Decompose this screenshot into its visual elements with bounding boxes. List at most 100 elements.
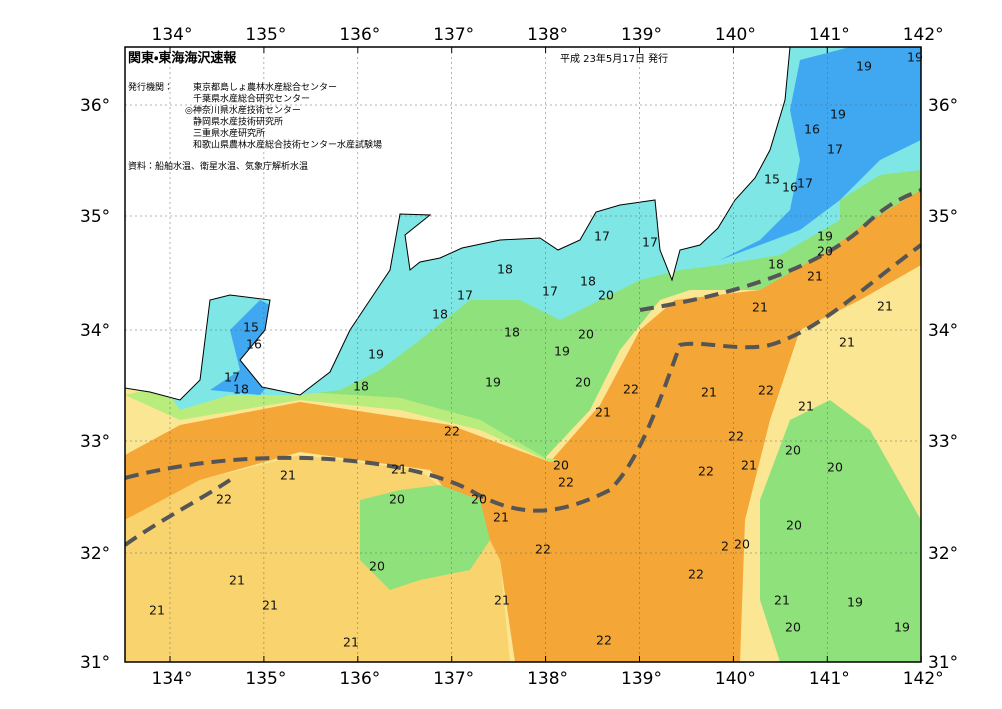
agency: 千葉県水産総合研究センター	[193, 93, 310, 105]
lon-label-top: 136°	[339, 25, 380, 45]
lon-label-top: 142°	[903, 25, 944, 45]
contour-label: 21	[752, 300, 768, 315]
contour-label: 22	[596, 633, 612, 648]
contour-label: 20	[553, 458, 569, 473]
data-sources: 資料：船舶水温、衛星水温、気象庁解析水温	[128, 160, 308, 172]
lon-label-top: 140°	[715, 25, 756, 45]
contour-label: 21	[343, 635, 359, 650]
contour-label: 21	[229, 573, 245, 588]
contour-label: 21	[701, 385, 717, 400]
lon-label-bottom: 134°	[152, 669, 193, 689]
lon-label-top: 138°	[527, 25, 568, 45]
lon-label-top: 139°	[621, 25, 662, 45]
agency: 三重県水産研究所	[193, 127, 265, 139]
contour-label: 20	[578, 327, 594, 342]
contour-label: 17	[542, 284, 558, 299]
contour-label: 21	[262, 598, 278, 613]
contour-label: 19	[368, 347, 384, 362]
contour-label: 21	[149, 603, 165, 618]
contour-label: 22	[535, 542, 551, 557]
zone-20b	[840, 170, 921, 235]
contour-label: 22	[444, 424, 460, 439]
contour-label: 21	[877, 299, 893, 314]
contour-label: 19	[554, 344, 570, 359]
land	[125, 47, 791, 401]
lat-label-left: 33°	[80, 432, 110, 452]
lat-label-right: 33°	[928, 432, 958, 452]
lat-label-right: 35°	[928, 207, 958, 227]
lon-label-bottom: 140°	[715, 669, 756, 689]
contour-label: 21	[807, 269, 823, 284]
lat-label-right: 32°	[928, 544, 958, 564]
contour-label: 17	[594, 229, 610, 244]
contour-label: 21	[839, 335, 855, 350]
agency: 和歌山県農林水産総合技術センター水産試験場	[193, 139, 382, 151]
agency: 東京都島しょ農林水産総合センター	[193, 81, 337, 93]
zone-20d	[360, 485, 490, 590]
contour-label: 21	[280, 468, 296, 483]
contour-label: 21	[494, 593, 510, 608]
contour-label: 20	[734, 537, 750, 552]
lon-label-bottom: 137°	[433, 669, 474, 689]
contour-label: 22	[623, 382, 639, 397]
contour-label: 20	[471, 492, 487, 507]
contour-label: 22	[698, 464, 714, 479]
contour-label: 22	[688, 567, 704, 582]
contour-label: 17	[797, 176, 813, 191]
lat-label-left: 32°	[80, 544, 110, 564]
contour-label: 20	[786, 518, 802, 533]
contour-label: 18	[353, 379, 369, 394]
agencies: 東京都島しょ農林水産総合センター千葉県水産総合研究センター◎神奈川県水産技術セン…	[185, 81, 382, 151]
contour-label: 19	[817, 229, 833, 244]
contour-label: 18	[233, 382, 249, 397]
contour-label: 2	[721, 539, 729, 554]
lon-label-top: 134°	[152, 25, 193, 45]
contour-label: 20	[785, 443, 801, 458]
agencies-label: 発行機関：	[128, 81, 173, 93]
contour-label: 19	[847, 595, 863, 610]
lat-label-left: 31°	[80, 653, 110, 673]
lon-label-top: 135°	[245, 25, 286, 45]
contour-label: 17	[827, 142, 843, 157]
contour-label: 17	[457, 288, 473, 303]
contour-label: 19	[830, 107, 846, 122]
contour-label: 21	[595, 405, 611, 420]
contour-label: 15	[243, 320, 259, 335]
lat-label-left: 35°	[80, 207, 110, 227]
kuroshio-axis-west	[125, 478, 232, 547]
zone-20c	[760, 400, 921, 662]
issue-date: 平成 23年5月17日 発行	[560, 52, 668, 65]
kuroshio-axis-north	[639, 188, 921, 312]
contour-label: 20	[389, 492, 405, 507]
sea-zones	[125, 47, 921, 662]
contour-label: 15	[764, 172, 780, 187]
contour-label: 20	[598, 288, 614, 303]
lon-label-top: 141°	[809, 25, 850, 45]
contour-label: 16	[782, 180, 798, 195]
lon-label-bottom: 135°	[245, 669, 286, 689]
contour-label: 22	[216, 492, 232, 507]
lon-label-bottom: 142°	[903, 669, 944, 689]
contour-label: 21	[493, 510, 509, 525]
agency: 静岡県水産技術研究所	[193, 116, 283, 128]
map-frame	[124, 46, 922, 663]
contour-label: 21	[391, 462, 407, 477]
lon-label-bottom: 141°	[809, 669, 850, 689]
zone-22	[125, 180, 921, 662]
contour-label: 22	[558, 475, 574, 490]
lat-label-right: 34°	[928, 321, 958, 341]
contour-label: 18	[768, 257, 784, 272]
contour-label: 21	[741, 458, 757, 473]
contour-label: 22	[758, 383, 774, 398]
lon-label-top: 137°	[433, 25, 474, 45]
contour-label: 21	[774, 593, 790, 608]
zone-21c	[125, 378, 560, 462]
contour-label: 21	[798, 399, 814, 414]
lon-label-bottom: 136°	[339, 669, 380, 689]
contour-label: 22	[728, 429, 744, 444]
contour-label: 16	[246, 337, 262, 352]
lat-label-right: 31°	[928, 653, 958, 673]
